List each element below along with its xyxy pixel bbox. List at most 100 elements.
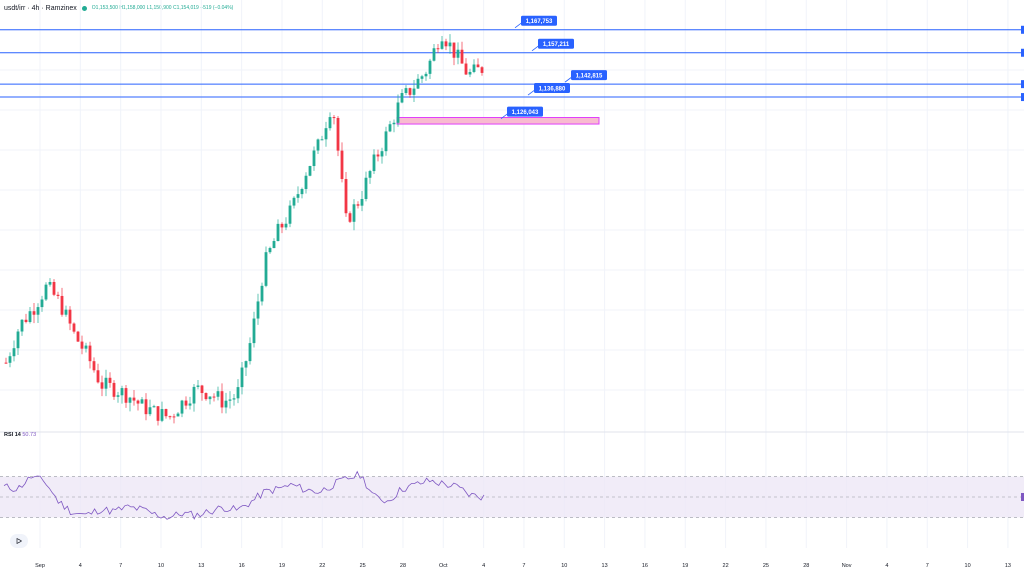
candle (188, 403, 192, 406)
x-tick-label: 13 (1005, 563, 1011, 569)
candle (332, 117, 336, 119)
x-tick-label: Oct (439, 563, 448, 569)
candle (252, 318, 256, 344)
candle (260, 285, 264, 302)
level-label-box (534, 83, 570, 94)
x-tick-label: 4 (885, 563, 888, 569)
candle (148, 407, 152, 415)
candle (12, 348, 16, 357)
candle (4, 362, 8, 364)
candle (236, 387, 240, 399)
candle (364, 177, 368, 199)
candle (136, 400, 140, 404)
tradingview-logo-icon: ᐅ (10, 534, 28, 548)
candle (68, 309, 72, 324)
candle (108, 377, 112, 383)
candle (256, 301, 260, 319)
candle (448, 42, 452, 47)
candle (56, 294, 60, 296)
ohlc-values: O1,153,500 H1,158,000 L1,150,900 C1,154,… (91, 5, 234, 11)
candle (124, 388, 128, 403)
x-tick-label: 10 (965, 563, 971, 569)
candle (456, 49, 460, 58)
candle (288, 205, 292, 224)
candle (344, 179, 348, 214)
candle (300, 189, 304, 195)
candle (224, 400, 228, 408)
level-label-box (521, 15, 557, 26)
candle (388, 124, 392, 132)
candle (112, 382, 116, 397)
candle (348, 213, 352, 222)
level-label-box (571, 70, 607, 81)
candle (20, 319, 24, 332)
candle (432, 48, 436, 61)
symbol-title[interactable]: usdt/irr · 4h · Ramzinex (4, 4, 77, 12)
candle (84, 345, 88, 349)
candle (44, 284, 48, 300)
x-tick-label: 7 (926, 563, 929, 569)
candle (408, 88, 412, 95)
chart-header: usdt/irr · 4h · Ramzinex O1,153,500 H1,1… (4, 2, 233, 14)
candle (244, 361, 248, 368)
candle (232, 398, 236, 400)
candle (308, 166, 312, 176)
candle (104, 377, 108, 389)
x-tick-label: 4 (79, 563, 82, 569)
x-tick-label: 19 (682, 563, 688, 569)
level-label: 1,142,815 (576, 73, 603, 79)
candle (272, 241, 276, 249)
candle (412, 88, 416, 95)
candle (424, 73, 428, 77)
candle (40, 299, 44, 308)
candle (444, 41, 448, 47)
candle (192, 386, 196, 404)
x-tick-label: 28 (400, 563, 406, 569)
candle (28, 311, 32, 323)
x-tick-label: 13 (198, 563, 204, 569)
candle (304, 175, 308, 190)
x-tick-label: 19 (279, 563, 285, 569)
candle (248, 343, 252, 362)
candle (440, 41, 444, 49)
axis-level-marker (1021, 93, 1024, 102)
candle (132, 397, 136, 401)
candle (396, 102, 400, 123)
candle (336, 117, 340, 151)
candle (228, 399, 232, 401)
candle (164, 409, 168, 417)
candle (72, 323, 76, 332)
candle (324, 128, 328, 140)
market-status-icon (81, 5, 87, 11)
candle (220, 391, 224, 408)
candle (172, 416, 176, 418)
candle (60, 295, 64, 315)
level-label-box (538, 38, 574, 49)
candle (436, 48, 440, 50)
supply-zone (396, 117, 600, 125)
axis-level-marker (1021, 25, 1024, 34)
candle (212, 396, 216, 398)
candle (376, 154, 380, 157)
x-tick-label: 16 (239, 563, 245, 569)
candle (184, 400, 188, 406)
x-tick-label: 28 (803, 563, 809, 569)
x-tick-label: 16 (642, 563, 648, 569)
x-tick-label: Nov (842, 563, 852, 569)
level-label-box (507, 106, 543, 117)
candle (284, 223, 288, 228)
candle (292, 197, 296, 206)
candle (312, 150, 316, 167)
candle (168, 416, 172, 418)
candle (340, 150, 344, 180)
candle (200, 385, 204, 394)
candle (472, 64, 476, 72)
candle (328, 117, 332, 129)
candle (276, 223, 280, 242)
x-tick-label: 4 (482, 563, 485, 569)
candle (176, 413, 180, 417)
candle (320, 139, 324, 141)
x-tick-label: 25 (763, 563, 769, 569)
x-tick-label: 25 (360, 563, 366, 569)
